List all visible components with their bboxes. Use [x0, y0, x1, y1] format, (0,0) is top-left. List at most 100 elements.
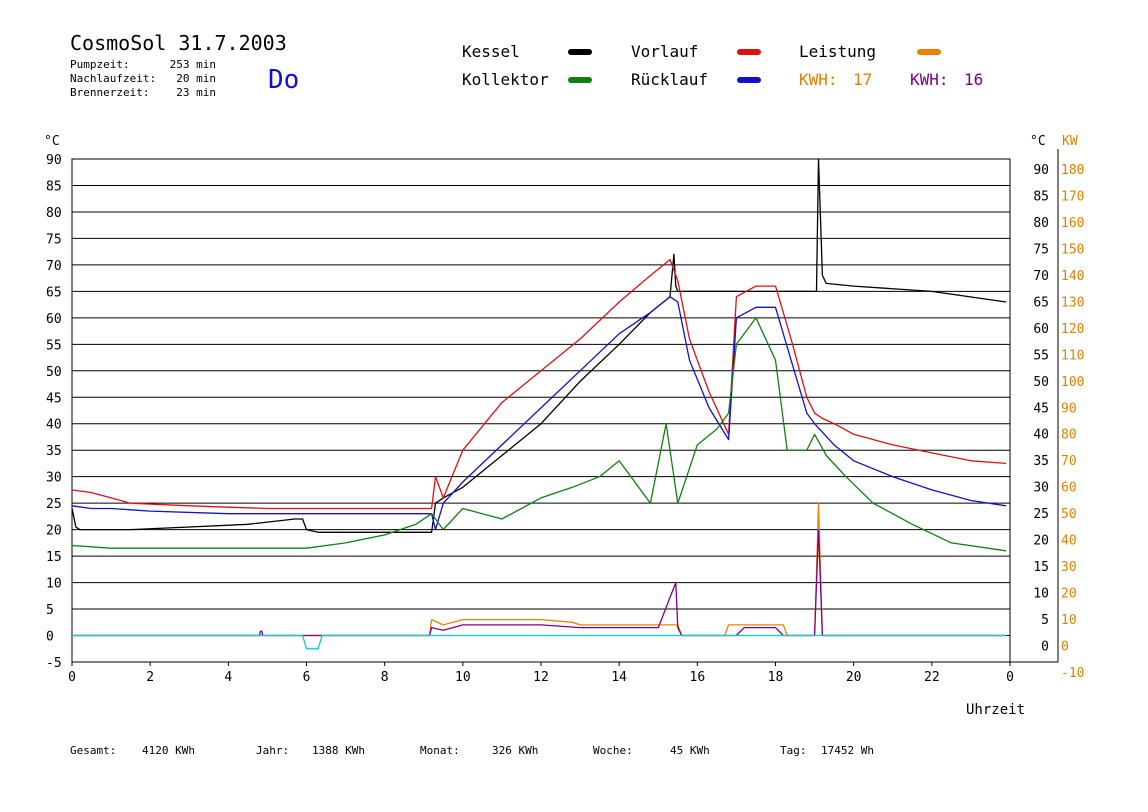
y-tick-label-right: 85 [1033, 189, 1049, 204]
series-line-rücklauf [71, 296, 1007, 531]
total-value: 4120 KWh [142, 744, 195, 757]
kwh-label: KWH: [799, 70, 838, 89]
total-label: Monat: [420, 744, 460, 757]
stat-value: 253 min [170, 58, 216, 71]
y-tick-label-right: 30 [1033, 481, 1049, 496]
y-tick-label-right: 75 [1033, 242, 1049, 257]
kw-tick-label: 130 [1061, 295, 1084, 310]
legend-label: Vorlauf [631, 42, 698, 61]
y-tick-label: 10 [46, 577, 62, 592]
y-tick-label: 35 [46, 444, 62, 459]
legend-label: Rücklauf [631, 70, 708, 89]
kw-axis-unit: KW [1062, 134, 1078, 149]
x-tick-label: 8 [381, 670, 389, 685]
y-tick-label-right: 50 [1033, 375, 1049, 390]
y-tick-label-right: 65 [1033, 295, 1049, 310]
y-tick-label: 55 [46, 338, 62, 353]
kw-tick-label: 60 [1061, 481, 1077, 496]
kw-tick-label: 170 [1061, 189, 1084, 204]
y-tick-label: 0 [46, 630, 54, 645]
y-tick-label: 80 [46, 206, 62, 221]
y-tick-label-right: 20 [1033, 534, 1049, 549]
series-line-kollektor [71, 317, 1007, 552]
y-axis-unit-right: °C [1030, 134, 1046, 149]
x-tick-label: 4 [224, 670, 232, 685]
plot-axes: °C °C KW-505101520253035404550556065707580… [44, 134, 1084, 685]
stat-value: 23 min [176, 86, 216, 99]
kw-tick-label: 70 [1061, 454, 1077, 469]
kw-tick-label: 10 [1061, 613, 1077, 628]
y-tick-label-right: 55 [1033, 348, 1049, 363]
kw-tick-label: 20 [1061, 587, 1077, 602]
y-tick-label-right: 45 [1033, 401, 1049, 416]
series-line-pumpe [72, 634, 1007, 650]
x-tick-label: 2 [146, 670, 154, 685]
energy-totals: Gesamt: 4120 KWh Jahr: 1388 KWh Monat: 326 KW… [70, 744, 874, 757]
x-tick-label: 22 [924, 670, 940, 685]
y-tick-label: 75 [46, 232, 62, 247]
x-tick-label: 16 [690, 670, 706, 685]
y-tick-label: 85 [46, 179, 62, 194]
stat-label: Brennerzeit: [70, 86, 149, 99]
y-tick-label-right: 5 [1041, 613, 1049, 628]
total-label: Gesamt: [70, 744, 116, 757]
kwh-label: KWH: [910, 70, 949, 89]
plot-grid [72, 158, 1010, 637]
x-tick-label: 14 [611, 670, 627, 685]
y-tick-label: 45 [46, 391, 62, 406]
kw-tick-label: 90 [1061, 401, 1077, 416]
kw-tick-label: 0 [1061, 640, 1069, 655]
series-line-leistung [72, 502, 1007, 637]
y-tick-label: 50 [46, 365, 62, 380]
kw-tick-label: 100 [1061, 375, 1084, 390]
kw-tick-label: 140 [1061, 269, 1084, 284]
y-tick-label-right: 80 [1033, 216, 1049, 231]
x-axis-label: Uhrzeit [966, 702, 1025, 718]
x-tick-label: 12 [533, 670, 549, 685]
y-tick-label: 60 [46, 312, 62, 327]
kw-tick-label: 150 [1061, 242, 1084, 257]
kw-tick-label: 120 [1061, 322, 1084, 337]
plot-frame [71, 158, 1011, 663]
plot-series [71, 158, 1007, 650]
kw-tick-label: 30 [1061, 560, 1077, 575]
legend-label: Leistung [799, 42, 876, 61]
total-label: Jahr: [256, 744, 289, 757]
y-tick-label: -5 [46, 656, 62, 671]
kwh-value: 16 [964, 70, 983, 89]
y-tick-label-right: 35 [1033, 454, 1049, 469]
kw-tick-label: 40 [1061, 534, 1077, 549]
y-tick-label: 70 [46, 259, 62, 274]
kw-tick-label: 160 [1061, 216, 1084, 231]
stat-label: Nachlaufzeit: [70, 72, 156, 85]
x-tick-label: 10 [455, 670, 471, 685]
y-tick-label-right: 25 [1033, 507, 1049, 522]
kwh-value: 17 [853, 70, 872, 89]
y-tick-label-right: 40 [1033, 428, 1049, 443]
kw-tick-label: -10 [1061, 666, 1084, 681]
kw-tick-label: 180 [1061, 163, 1084, 178]
y-tick-label-right: 0 [1041, 640, 1049, 655]
chart-legend: Kessel Vorlauf Leistung Kollektor Rücklauf KW… [462, 42, 983, 89]
kw-tick-label: 110 [1061, 348, 1084, 363]
y-tick-label: 25 [46, 497, 62, 512]
chart-title: CosmoSol 31.7.2003 [70, 31, 287, 55]
y-tick-label: 65 [46, 285, 62, 300]
total-value: 45 KWh [670, 744, 710, 757]
total-label: Woche: [593, 744, 633, 757]
y-axis-unit: °C [44, 134, 60, 149]
y-tick-label: 20 [46, 524, 62, 539]
series-line-kessel [71, 158, 1007, 533]
y-tick-label-right: 10 [1033, 587, 1049, 602]
y-tick-label-right: 90 [1033, 163, 1049, 178]
y-tick-label-right: 15 [1033, 560, 1049, 575]
y-tick-label: 40 [46, 418, 62, 433]
runtime-stats: Pumpzeit: 253 min Nachlaufzeit: 20 min Brenn… [70, 58, 216, 99]
total-label: Tag: [780, 744, 807, 757]
y-tick-label-right: 70 [1033, 269, 1049, 284]
total-value: 326 KWh [492, 744, 538, 757]
x-tick-label: 0 [1006, 670, 1014, 685]
weekday-label: Do [268, 65, 299, 95]
y-tick-label-right: 60 [1033, 322, 1049, 337]
